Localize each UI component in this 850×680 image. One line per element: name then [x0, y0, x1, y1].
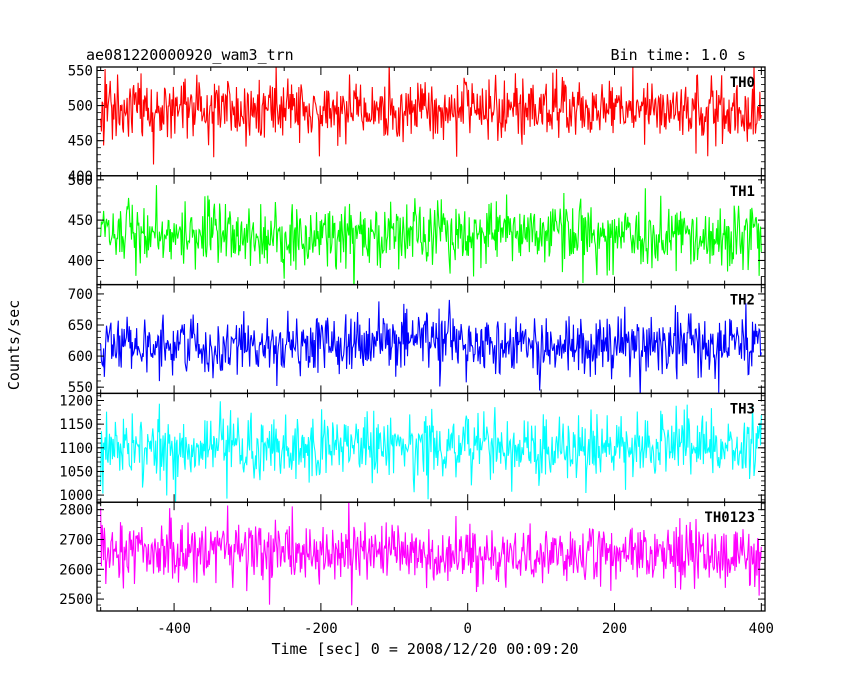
y-tick-label: 450 [68, 134, 93, 150]
panel-label-th2: TH2 [730, 293, 755, 309]
y-tick-label: 2500 [59, 592, 93, 608]
series-line-th0 [100, 67, 762, 165]
panel-label-th3: TH3 [730, 401, 755, 417]
y-tick-label: 2700 [59, 532, 93, 548]
y-tick-label: 400 [68, 253, 93, 269]
bin-time-label: Bin time: 1.0 s [611, 46, 746, 64]
panel-th0123: 2500 2600 2700 2800 TH0123 [59, 501, 766, 612]
series-line-th2 [100, 299, 762, 394]
y-tick-label: 450 [68, 213, 93, 229]
y-tick-label: 550 [68, 380, 93, 396]
y-tick-label: 1200 [59, 393, 93, 409]
y-tick-label: 1150 [59, 417, 93, 433]
x-tick-label: -400 [157, 621, 191, 637]
series-line-th1 [100, 185, 762, 285]
y-tick-label: 600 [68, 349, 93, 365]
x-tick-label: -200 [304, 621, 338, 637]
y-tick-label: 1000 [59, 488, 93, 504]
panel-label-th0123: TH0123 [704, 510, 755, 526]
panel-th0: 400 450 500 550 TH0 [68, 64, 766, 185]
x-axis: -400 -200 0 200 400 [157, 621, 774, 637]
y-tick-label: 500 [68, 99, 93, 115]
y-tick-label: 2600 [59, 562, 93, 578]
x-tick-label: 200 [602, 621, 627, 637]
y-tick-label: 2800 [59, 503, 93, 519]
x-axis-label: Time [sec] 0 = 2008/12/20 00:09:20 [271, 640, 578, 658]
y-tick-label: 400 [68, 169, 93, 185]
panel-th2: 550 600 650 700 TH2 [68, 283, 766, 396]
panel-th1: 400 450 500 TH1 [68, 173, 766, 286]
panel-th3: 1000 1050 1100 1150 1200 TH3 [59, 392, 766, 504]
y-tick-label: 550 [68, 64, 93, 80]
y-tick-label: 500 [68, 173, 93, 189]
panel-label-th1: TH1 [730, 184, 755, 200]
y-tick-label: 700 [68, 287, 93, 303]
y-tick-label: 1050 [59, 464, 93, 480]
y-tick-label: 650 [68, 318, 93, 334]
series-line-th0123 [100, 502, 762, 606]
x-tick-label: 400 [749, 621, 774, 637]
chart-title: ae081220000920_wam3_trn [86, 46, 294, 64]
x-tick-label: 0 [463, 621, 471, 637]
y-axis-label: Counts/sec [5, 300, 23, 390]
panel-label-th0: TH0 [730, 75, 755, 91]
panels-group: 400 450 500 550 TH0 400 450 500 TH1 550 600 650 700 T… [59, 64, 766, 612]
y-tick-label: 1100 [59, 441, 93, 457]
series-line-th3 [100, 401, 762, 503]
